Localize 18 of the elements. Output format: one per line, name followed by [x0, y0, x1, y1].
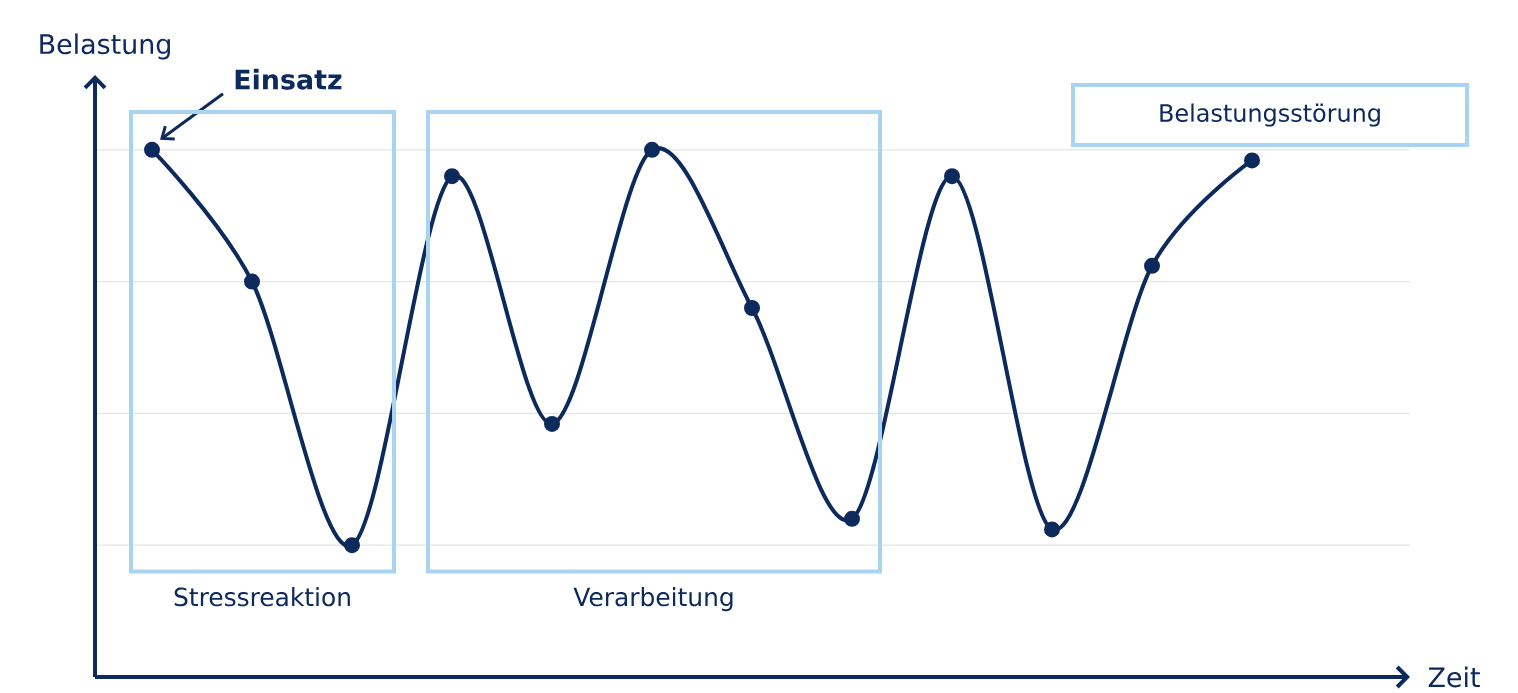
point: [544, 415, 561, 432]
point: [344, 537, 361, 554]
text: Belastungsstörung: [1160, 103, 1380, 127]
point: [644, 141, 661, 158]
point: [444, 168, 461, 185]
x-axis-title: Zeit: [1428, 666, 1480, 688]
point: [744, 299, 761, 316]
point: [244, 273, 261, 290]
point: [1044, 521, 1061, 538]
point: [944, 168, 961, 185]
point: [1244, 152, 1261, 169]
point: [144, 141, 161, 158]
annotation: Verarbeitung: [573, 587, 733, 612]
point: [844, 510, 861, 527]
point: [1144, 257, 1161, 274]
y-axis-title: Belastung: [40, 33, 170, 60]
annotation: Stressreaktion: [174, 587, 350, 607]
text: Einsatz: [235, 68, 342, 90]
